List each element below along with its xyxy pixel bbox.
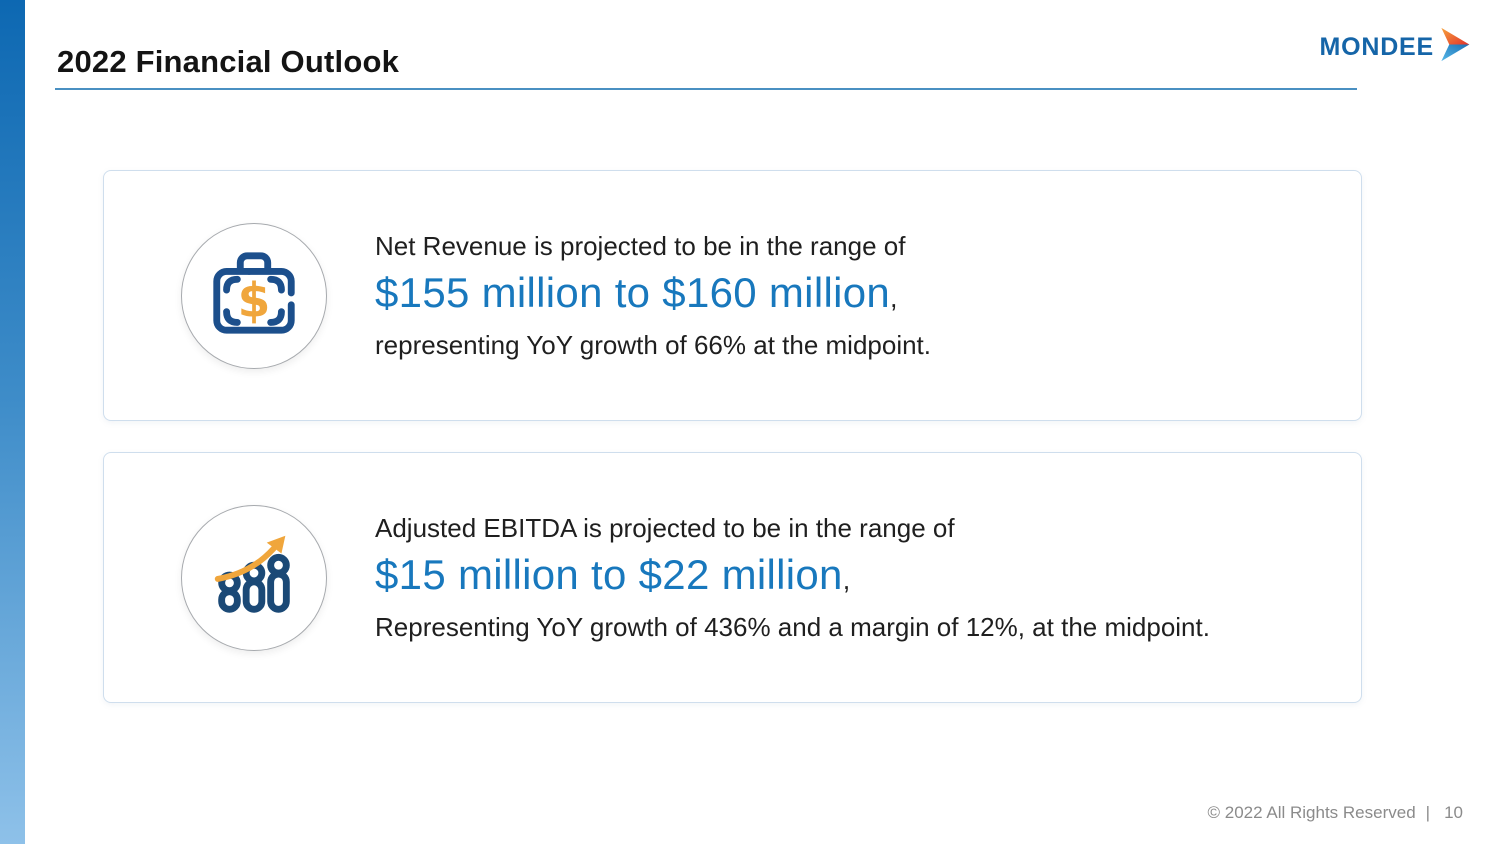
mondee-logo-text: MONDEE bbox=[1319, 32, 1434, 61]
net-revenue-text-block: Net Revenue is projected to be in the ra… bbox=[375, 227, 931, 364]
mondee-arrow-icon bbox=[1437, 27, 1472, 67]
copyright-text: © 2022 All Rights Reserved bbox=[1207, 803, 1416, 822]
page-number: 10 bbox=[1444, 803, 1463, 822]
card-range-line: $155 million to $160 million, bbox=[375, 265, 931, 326]
slide-footer: © 2022 All Rights Reserved | 10 bbox=[1208, 803, 1463, 823]
mondee-logo: MONDEE bbox=[1319, 27, 1472, 67]
left-accent-bar bbox=[0, 0, 25, 844]
card-range-text: $15 million to $22 million bbox=[375, 551, 843, 598]
growth-chart-icon bbox=[205, 526, 303, 629]
card-detail-text: Representing YoY growth of 436% and a ma… bbox=[375, 612, 1210, 642]
svg-text:$: $ bbox=[238, 274, 271, 329]
adjusted-ebitda-card: Adjusted EBITDA is projected to be in th… bbox=[103, 452, 1362, 703]
adjusted-ebitda-icon-circle bbox=[181, 504, 327, 651]
adjusted-ebitda-text-block: Adjusted EBITDA is projected to be in th… bbox=[375, 509, 1210, 646]
page-title: 2022 Financial Outlook bbox=[57, 44, 400, 79]
range-comma: , bbox=[842, 565, 851, 595]
briefcase-dollar-icon: $ bbox=[205, 244, 303, 347]
card-range-line: $15 million to $22 million, bbox=[375, 547, 1210, 608]
card-range-text: $155 million to $160 million bbox=[375, 269, 891, 316]
title-underline bbox=[55, 88, 1357, 90]
range-comma: , bbox=[890, 283, 898, 313]
net-revenue-card: $ Net Revenue is projected to be in the … bbox=[103, 170, 1362, 421]
net-revenue-icon-circle: $ bbox=[181, 222, 327, 369]
footer-divider: | bbox=[1425, 803, 1431, 822]
card-intro-text: Net Revenue is projected to be in the ra… bbox=[375, 231, 906, 261]
card-detail-text: representing YoY growth of 66% at the mi… bbox=[375, 330, 932, 360]
card-intro-text: Adjusted EBITDA is projected to be in th… bbox=[375, 513, 955, 543]
